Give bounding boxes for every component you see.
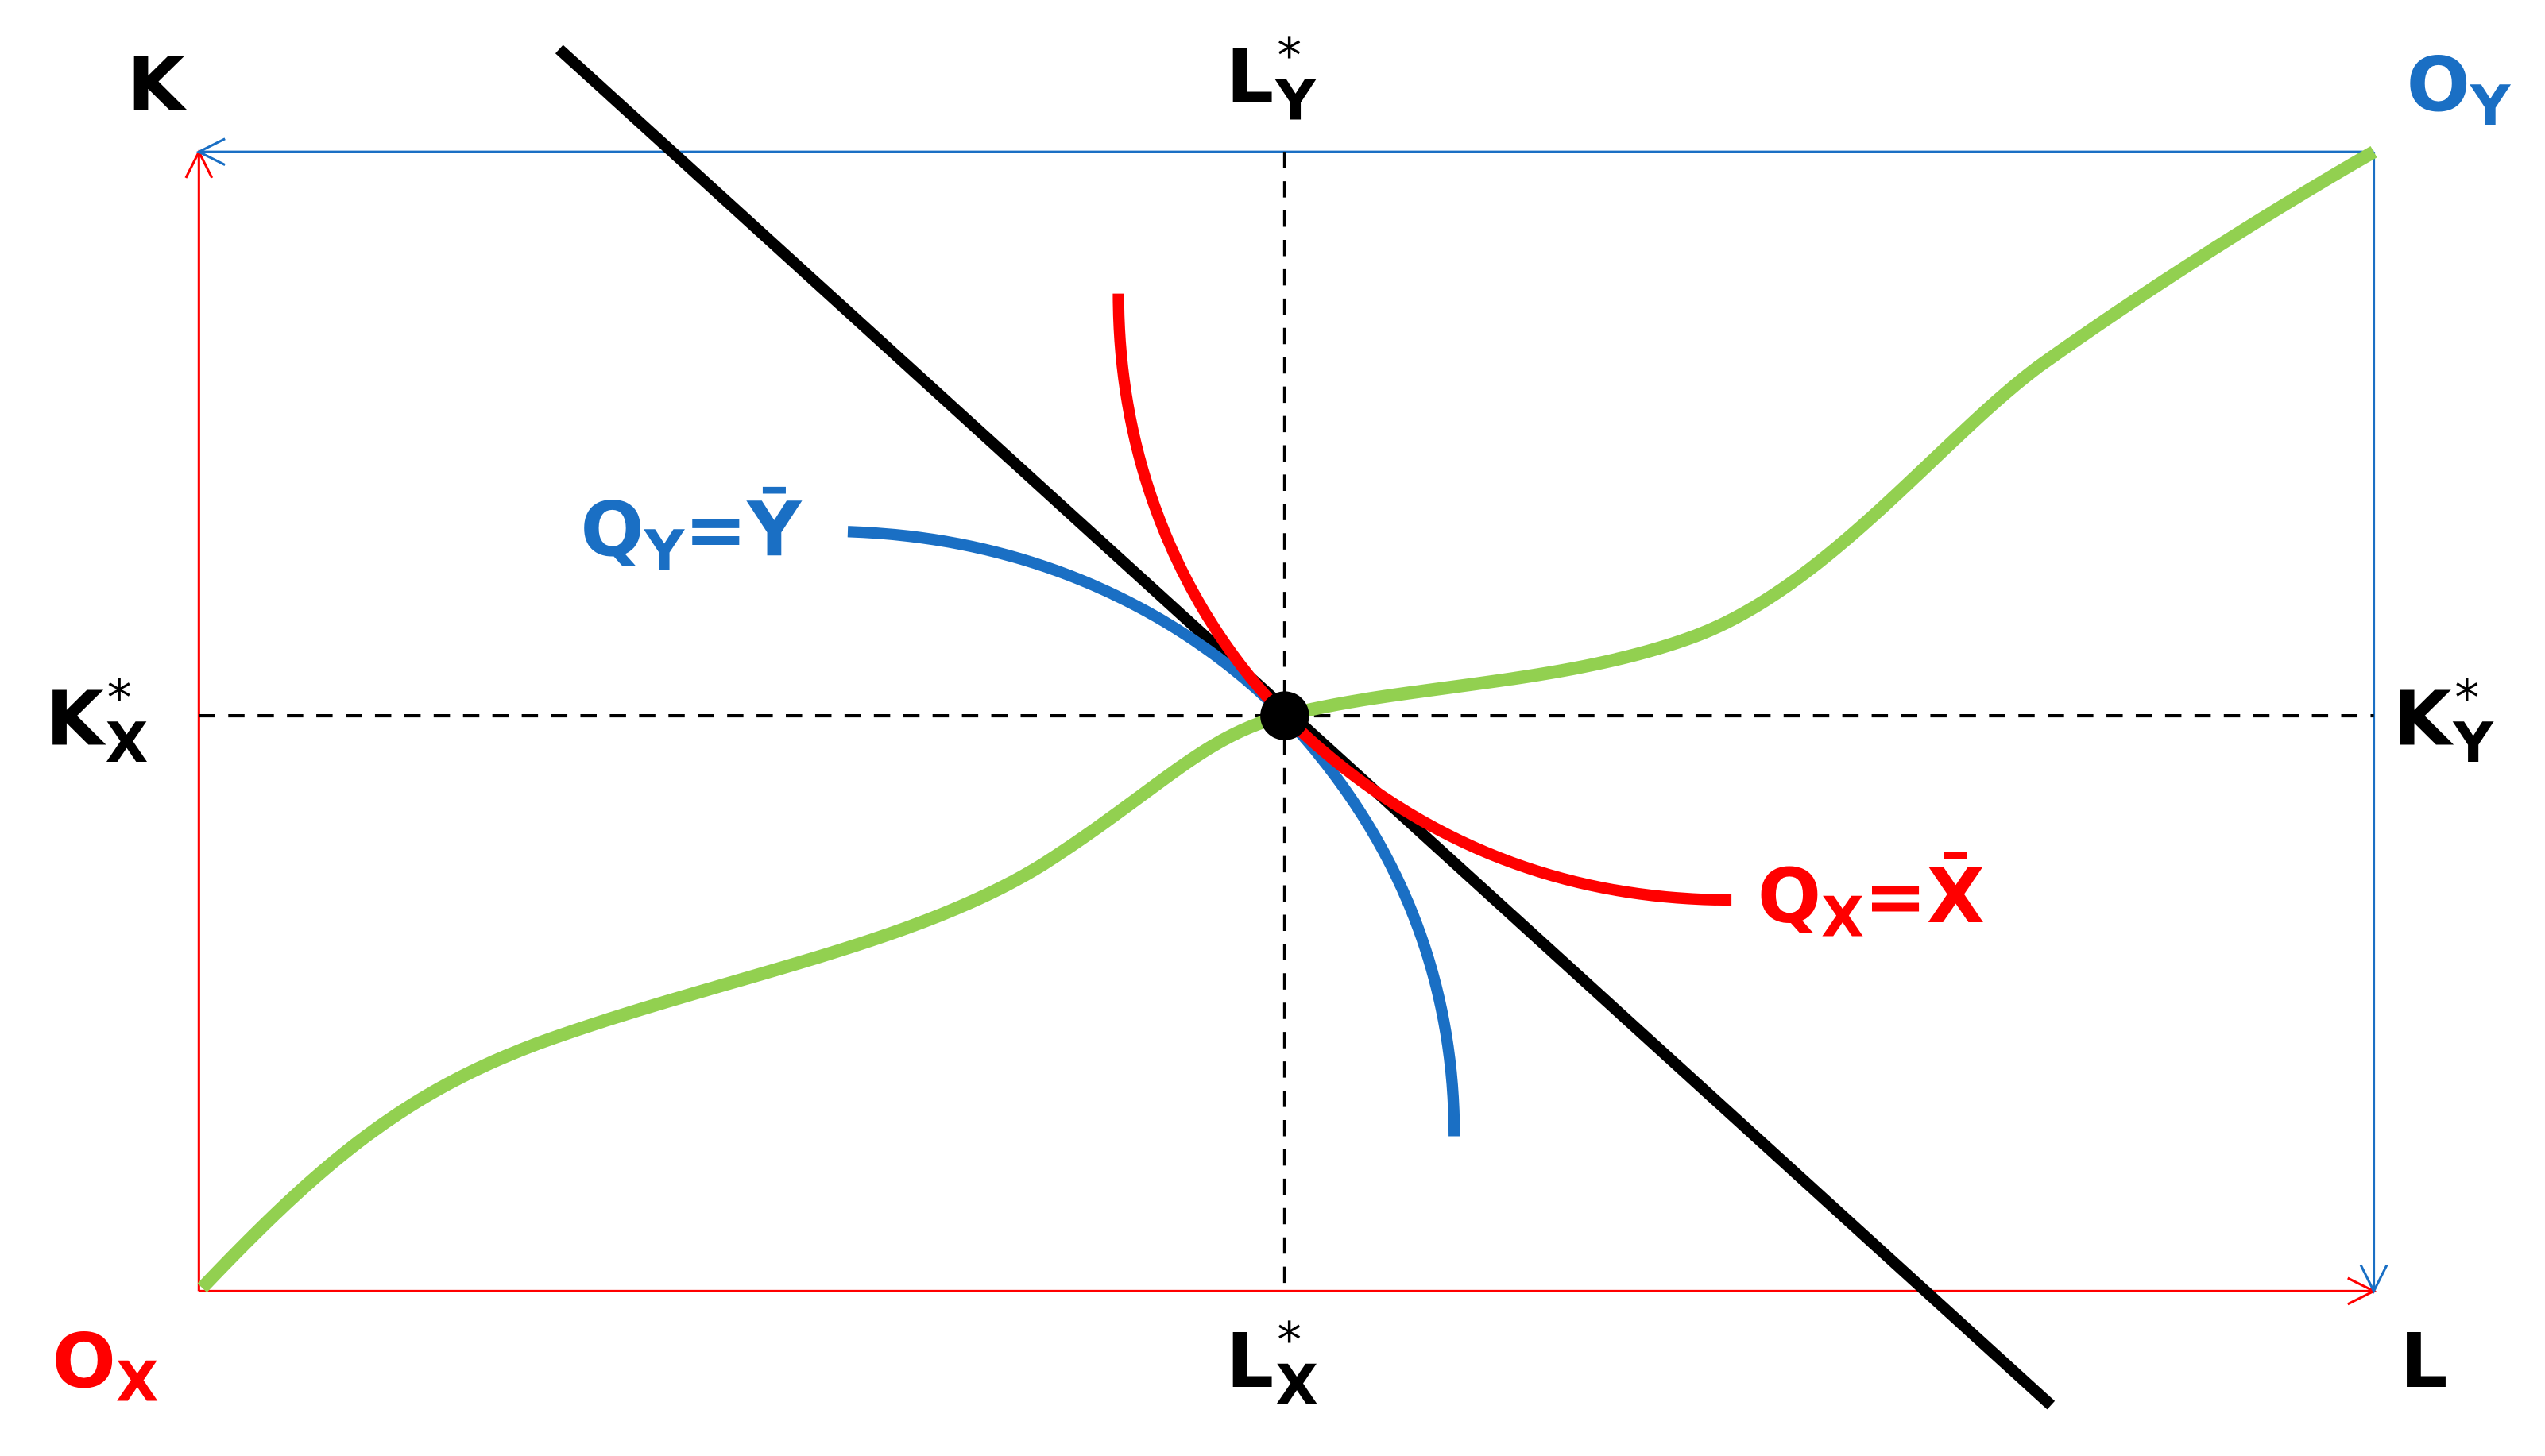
label-rest: =Ȳ xyxy=(684,486,803,574)
label-sub: X xyxy=(106,711,149,775)
label-base: Q xyxy=(580,486,644,574)
label-sub: Y xyxy=(2452,711,2494,775)
label-k-star-y: K * Y xyxy=(2393,670,2494,775)
equilibrium-point xyxy=(1260,691,1309,740)
label-k-axis: K xyxy=(127,41,188,129)
label-isoquant-x: QX=X̄ xyxy=(1758,852,1985,950)
isoquant-y-curve xyxy=(847,526,1460,1137)
label-l-star-x: L * X xyxy=(1226,1311,1318,1417)
label-l-star-y: L * Y xyxy=(1226,27,1317,133)
label-sup: * xyxy=(1277,27,1302,84)
label-sup: * xyxy=(107,670,132,727)
label-base: O xyxy=(52,1318,116,1405)
label-rest: =X̄ xyxy=(1864,852,1985,940)
label-base: L xyxy=(1226,1318,1274,1405)
label-isoquant-y: QY=Ȳ xyxy=(580,486,803,583)
label-sub: X xyxy=(116,1350,159,1414)
label-base: O xyxy=(2407,41,2470,129)
label-base: K xyxy=(127,41,188,129)
label-base: K xyxy=(45,675,106,763)
label-sub: X xyxy=(1275,1354,1318,1418)
label-sub: X xyxy=(1821,886,1864,950)
label-l-axis: L xyxy=(2400,1318,2447,1405)
label-k-star-x: K * X xyxy=(45,670,148,775)
label-base: K xyxy=(2393,675,2454,763)
label-sub: Y xyxy=(2470,74,2512,138)
label-origin-y: OY xyxy=(2407,41,2512,138)
label-sub: Y xyxy=(644,519,686,583)
label-sup: * xyxy=(2454,670,2479,727)
label-sub: Y xyxy=(1274,69,1317,133)
isoquant-x-curve xyxy=(1112,293,1732,906)
label-origin-x: OX xyxy=(52,1318,159,1415)
label-base: L xyxy=(1226,33,1274,121)
label-sup: * xyxy=(1277,1311,1302,1369)
label-base: L xyxy=(2400,1318,2447,1405)
label-base: Q xyxy=(1758,853,1821,940)
